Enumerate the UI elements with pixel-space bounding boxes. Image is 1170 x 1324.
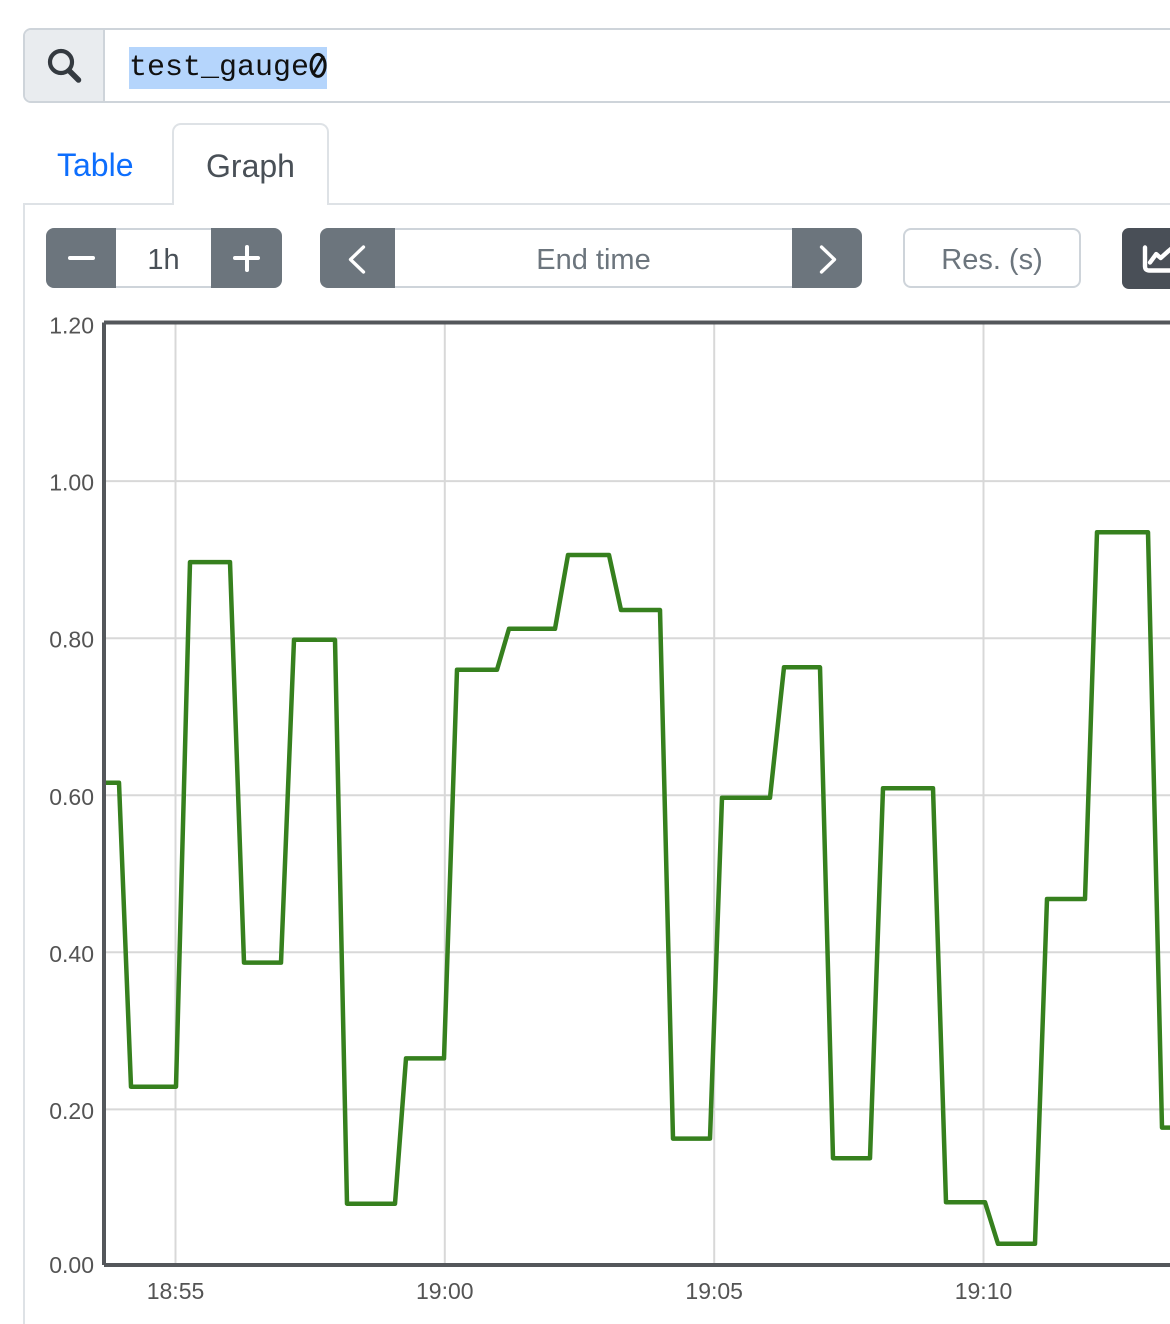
svg-text:19:10: 19:10 (955, 1278, 1013, 1304)
svg-text:18:55: 18:55 (147, 1278, 205, 1304)
svg-text:0.40: 0.40 (49, 941, 94, 967)
svg-text:19:05: 19:05 (685, 1278, 743, 1304)
svg-text:0.00: 0.00 (49, 1252, 94, 1278)
svg-text:0.60: 0.60 (49, 784, 94, 810)
svg-text:19:00: 19:00 (416, 1278, 474, 1304)
svg-text:1.00: 1.00 (49, 470, 94, 496)
svg-text:0.80: 0.80 (49, 627, 94, 653)
svg-text:0.20: 0.20 (49, 1098, 94, 1124)
svg-text:1.20: 1.20 (49, 313, 94, 339)
